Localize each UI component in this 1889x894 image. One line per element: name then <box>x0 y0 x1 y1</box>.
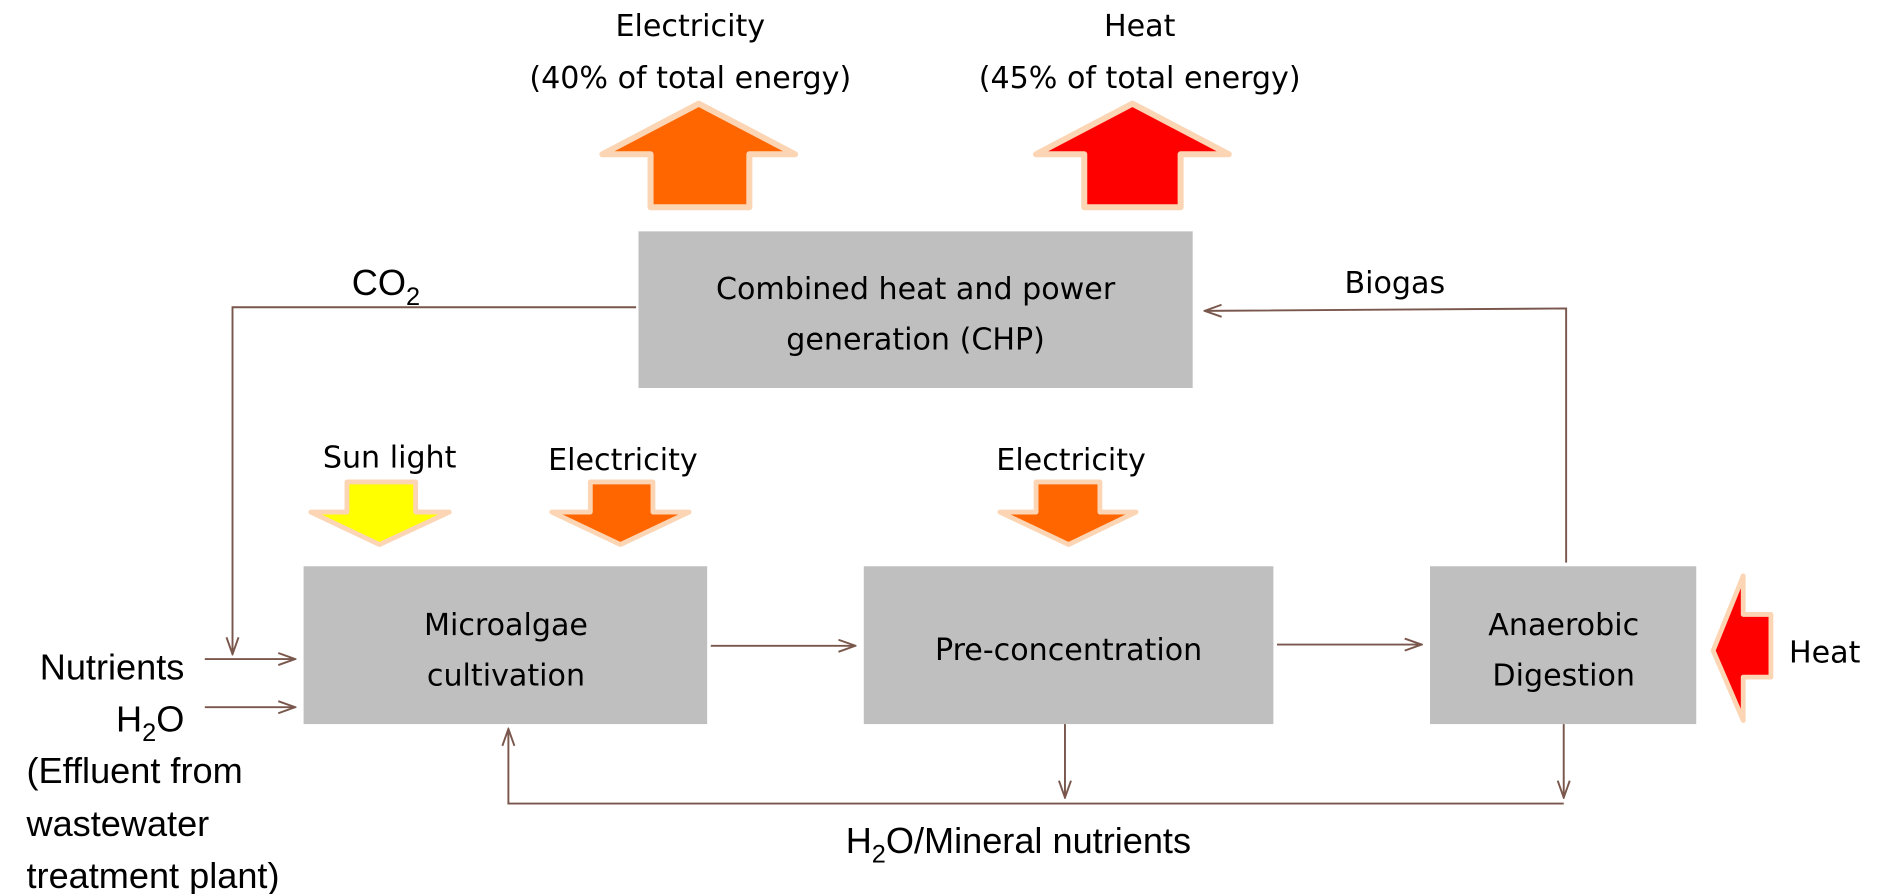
text-part: 2 <box>142 719 156 747</box>
biogas-flow <box>1205 308 1568 563</box>
electricity-input-arrow <box>997 479 1139 547</box>
co2-flow <box>233 306 637 654</box>
text-part: O <box>156 698 184 739</box>
nutrients-label: Nutrients <box>40 647 185 688</box>
chp-label: Combined heat and power <box>716 272 1116 307</box>
digestion-label: Anaerobic <box>1488 608 1639 643</box>
co2-label: CO2 <box>352 262 420 311</box>
text-part: CO <box>352 262 406 303</box>
cultivation-label: Microalgae <box>424 608 588 643</box>
chp-label: generation (CHP) <box>786 322 1045 357</box>
electricity-output-label: (40% of total energy) <box>529 61 851 96</box>
text-part: O/Mineral nutrients <box>886 820 1191 861</box>
electricity-output-label: Electricity <box>616 9 766 44</box>
effluent-label: (Effluent from <box>27 750 243 791</box>
text-part: 2 <box>406 283 420 311</box>
cultivation-label: cultivation <box>427 659 585 694</box>
text-part: H <box>846 820 872 861</box>
digestion-box <box>1430 566 1697 725</box>
recycle-flow <box>508 729 1564 805</box>
water-label: H2O <box>116 698 184 747</box>
heat-output-arrow <box>1033 100 1232 211</box>
sunlight-arrow <box>308 479 452 547</box>
digestion-label: Digestion <box>1492 659 1635 694</box>
biogas-label: Biogas <box>1344 266 1445 301</box>
heat-input-arrow <box>1710 573 1774 723</box>
heat-output-label: Heat <box>1104 9 1176 44</box>
text-part: H <box>116 698 142 739</box>
electricity-input-label: Electricity <box>548 443 698 478</box>
electricity-input-label: Electricity <box>996 443 1146 478</box>
effluent-label: treatment plant) <box>27 855 280 894</box>
cultivation-box <box>303 566 708 725</box>
electricity-output-arrow <box>599 100 799 211</box>
recycle-label: H2O/Mineral nutrients <box>846 820 1191 869</box>
effluent-label: wastewater <box>26 803 210 844</box>
sunlight-label: Sun light <box>323 440 457 475</box>
heat-output-label: (45% of total energy) <box>979 61 1301 96</box>
heat-input-label: Heat <box>1789 636 1861 671</box>
preconcentration-box <box>863 566 1274 725</box>
text-part: 2 <box>872 841 886 869</box>
chp-box <box>638 231 1193 388</box>
preconcentration-label: Pre-concentration <box>935 633 1202 668</box>
electricity-input-arrow <box>549 479 692 547</box>
